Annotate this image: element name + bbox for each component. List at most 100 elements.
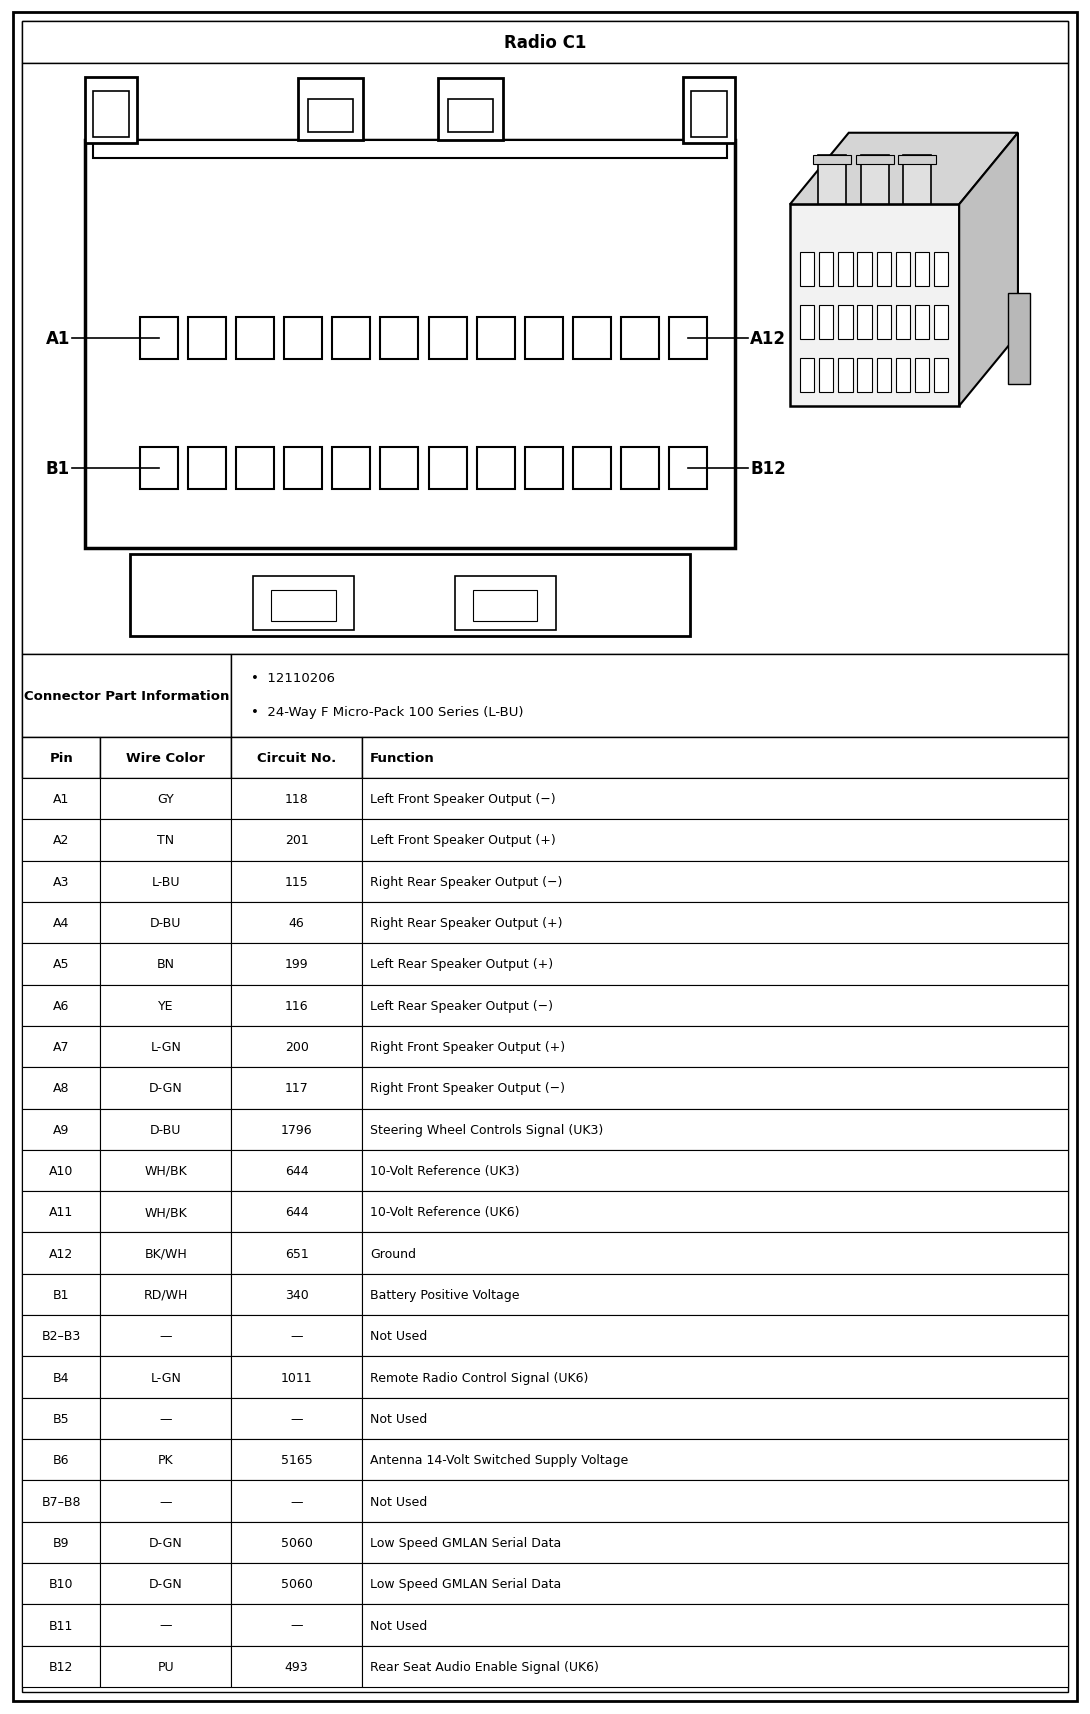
Bar — [22, 1440, 100, 1481]
Bar — [231, 1150, 362, 1191]
Bar — [140, 447, 178, 488]
Bar — [876, 305, 891, 341]
Text: A3: A3 — [53, 876, 70, 888]
Text: 1796: 1796 — [281, 1123, 313, 1136]
Bar — [362, 737, 1068, 778]
Bar — [253, 576, 354, 631]
Bar — [100, 1481, 231, 1522]
Text: A1: A1 — [46, 329, 70, 348]
Bar — [362, 902, 1068, 944]
Text: B1: B1 — [46, 459, 70, 476]
Bar — [362, 1604, 1068, 1645]
Bar — [362, 1645, 1068, 1687]
Text: YE: YE — [158, 999, 173, 1013]
Text: Right Rear Speaker Output (+): Right Rear Speaker Output (+) — [370, 917, 562, 929]
Text: 644: 644 — [284, 1164, 308, 1178]
Bar — [362, 1357, 1068, 1399]
Text: Not Used: Not Used — [370, 1495, 427, 1508]
Bar — [231, 737, 362, 778]
Text: Left Rear Speaker Output (+): Left Rear Speaker Output (+) — [370, 958, 553, 970]
Text: PU: PU — [158, 1659, 174, 1673]
Bar — [130, 554, 690, 638]
Bar — [284, 317, 323, 360]
Text: A8: A8 — [53, 1082, 70, 1095]
Bar — [100, 902, 231, 944]
Bar — [85, 141, 735, 548]
Text: A5: A5 — [53, 958, 70, 970]
Bar — [237, 317, 275, 360]
Bar — [100, 944, 231, 986]
Bar — [819, 358, 834, 393]
Bar — [800, 358, 814, 393]
Bar — [362, 986, 1068, 1027]
Text: —: — — [290, 1412, 303, 1424]
Bar — [898, 156, 936, 165]
Text: 5165: 5165 — [281, 1453, 313, 1467]
Text: B2–B3: B2–B3 — [41, 1330, 81, 1342]
Text: Remote Radio Control Signal (UK6): Remote Radio Control Signal (UK6) — [370, 1371, 589, 1383]
Text: 117: 117 — [284, 1082, 308, 1095]
Text: 651: 651 — [284, 1246, 308, 1260]
Bar — [362, 1027, 1068, 1068]
Text: B10: B10 — [49, 1577, 73, 1591]
Bar — [100, 778, 231, 819]
Bar — [231, 1191, 362, 1232]
Bar — [876, 254, 891, 288]
Text: A1: A1 — [53, 792, 70, 806]
Bar — [858, 305, 872, 341]
Bar — [231, 1399, 362, 1440]
Bar — [308, 99, 353, 134]
Bar — [691, 91, 727, 137]
Text: L-BU: L-BU — [152, 876, 180, 888]
Text: Left Front Speaker Output (−): Left Front Speaker Output (−) — [370, 792, 556, 806]
Bar — [915, 305, 929, 341]
Bar — [22, 1150, 100, 1191]
Bar — [819, 305, 834, 341]
Text: PK: PK — [158, 1453, 173, 1467]
Text: D-GN: D-GN — [149, 1536, 183, 1549]
Text: —: — — [159, 1618, 172, 1632]
Bar — [231, 902, 362, 944]
Text: BK/WH: BK/WH — [145, 1246, 187, 1260]
Text: 340: 340 — [284, 1289, 308, 1301]
Bar — [915, 254, 929, 288]
Text: Function: Function — [370, 751, 435, 764]
Text: 5060: 5060 — [280, 1536, 313, 1549]
Text: B9: B9 — [53, 1536, 70, 1549]
Text: Right Rear Speaker Output (−): Right Rear Speaker Output (−) — [370, 876, 562, 888]
Text: 644: 644 — [284, 1205, 308, 1219]
Text: A11: A11 — [49, 1205, 73, 1219]
Text: A4: A4 — [53, 917, 70, 929]
Bar — [22, 1068, 100, 1109]
Text: 10-Volt Reference (UK6): 10-Volt Reference (UK6) — [370, 1205, 520, 1219]
Text: B6: B6 — [53, 1453, 70, 1467]
Bar — [231, 1068, 362, 1109]
Text: A9: A9 — [53, 1123, 70, 1136]
Text: B7–B8: B7–B8 — [41, 1495, 81, 1508]
Bar — [800, 254, 814, 288]
Bar — [100, 819, 231, 860]
Bar — [231, 655, 1068, 737]
Bar — [838, 254, 852, 288]
Bar — [93, 91, 129, 137]
Text: Not Used: Not Used — [370, 1330, 427, 1342]
Text: D-GN: D-GN — [149, 1577, 183, 1591]
Bar — [22, 1109, 100, 1150]
Bar — [22, 1027, 100, 1068]
Text: B5: B5 — [53, 1412, 70, 1424]
Text: Ground: Ground — [370, 1246, 416, 1260]
Bar — [100, 1563, 231, 1604]
Bar — [476, 447, 514, 488]
Text: 493: 493 — [284, 1659, 308, 1673]
Text: A12: A12 — [49, 1246, 73, 1260]
Bar — [231, 1604, 362, 1645]
Bar — [819, 254, 834, 288]
Text: —: — — [159, 1412, 172, 1424]
Text: Wire Color: Wire Color — [126, 751, 205, 764]
Bar — [231, 1440, 362, 1481]
Bar — [380, 447, 419, 488]
Text: 199: 199 — [284, 958, 308, 970]
Bar — [473, 591, 537, 622]
Bar — [573, 317, 610, 360]
Bar — [800, 305, 814, 341]
